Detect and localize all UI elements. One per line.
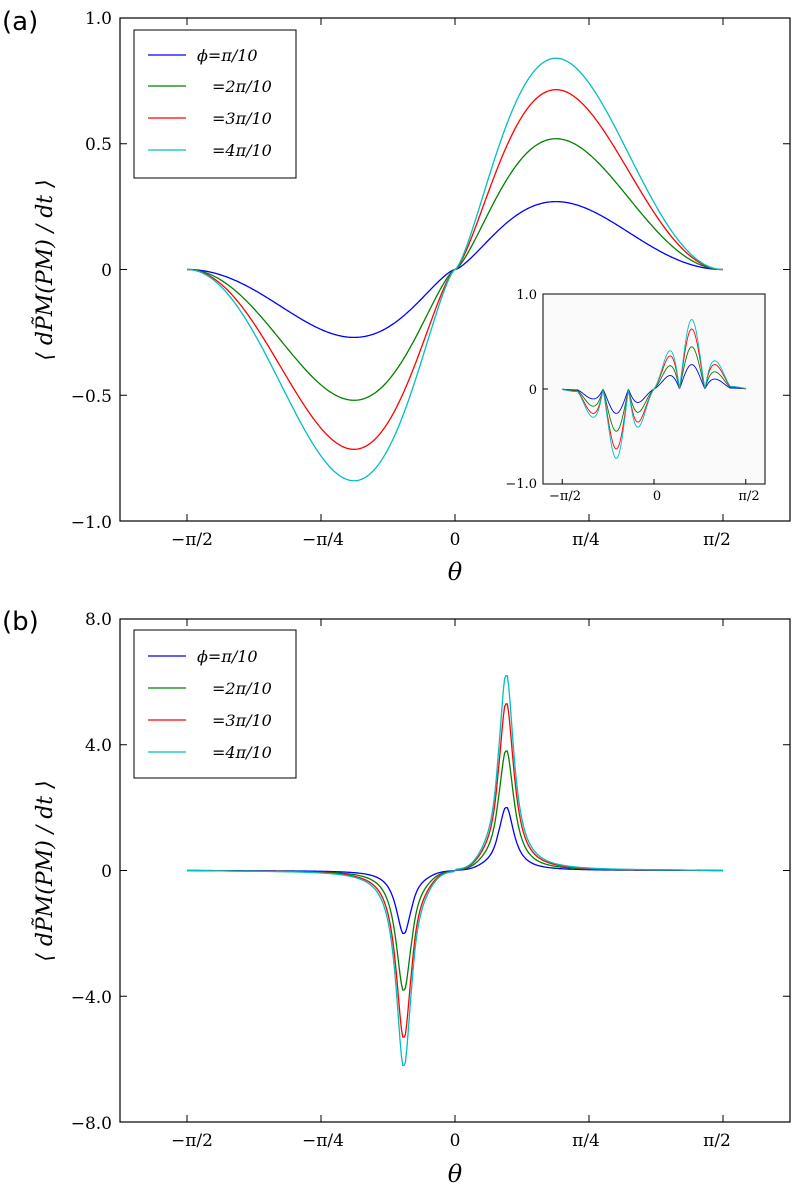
inset-y-tick-label: 0: [529, 383, 537, 398]
legend-entry-b: =2π/10: [212, 679, 272, 698]
legend-b: ϕ=π/10 =2π/10 =3π/10 =4π/10: [133, 629, 297, 779]
tick-marks-b: [120, 618, 790, 1123]
panel-a: (a) 1.0 0.5 0 −0.5 −1.0 −π/2 −π/4 0 π/4 …: [2, 7, 791, 586]
y-tick-label-b: 4.0: [85, 736, 112, 756]
y-tick-label-a: 0.5: [85, 135, 112, 155]
y-tick-label-a: −1.0: [71, 513, 112, 533]
x-tick-label-a: −π/4: [302, 530, 344, 550]
legend-entry-a: =2π/10: [212, 77, 272, 96]
inset-series-lines: [561, 319, 747, 459]
x-tick-label-a: π/4: [572, 530, 600, 550]
y-axis-label-a: ⟨ dP̃M(PM) / dt ⟩: [32, 179, 58, 360]
y-tick-label-a: 1.0: [85, 9, 112, 29]
series-lines-a: [186, 57, 724, 482]
series-line: [186, 57, 724, 482]
x-tick-label-b: π/2: [703, 1131, 731, 1151]
y-tick-label-b: −4.0: [71, 988, 112, 1008]
series-lines-b: [186, 674, 724, 1067]
tick-marks-a: [120, 17, 790, 522]
inset-series-line: [561, 319, 747, 459]
legend-entry-a: =4π/10: [212, 141, 272, 160]
inset-x-tick-label: π/2: [738, 489, 759, 504]
y-axis-label-b: ⟨ dP̃M(PM) / dt ⟩: [32, 780, 58, 961]
legend-a: ϕ=π/10 =2π/10 =3π/10 =4π/10: [133, 29, 297, 179]
inset-y-tick-label: −1.0: [505, 477, 537, 492]
x-tick-label-b: −π/2: [171, 1131, 213, 1151]
series-line: [186, 674, 724, 1067]
x-tick-label-a: −π/2: [171, 530, 213, 550]
x-axis-label-a: θ: [448, 558, 463, 586]
y-tick-label-a: 0: [101, 261, 112, 281]
panel-b: (b) 8.0 4.0 0 −4.0 −8.0 −π/2 −π/4 0 π/4 …: [2, 607, 791, 1188]
legend-box-b: [133, 629, 297, 779]
inset-tick-marks: [543, 293, 747, 485]
x-tick-label-a: 0: [450, 530, 461, 550]
legend-entry-b: ϕ=π/10: [197, 647, 258, 666]
y-tick-label-b: 0: [101, 862, 112, 882]
y-tick-label-b: 8.0: [85, 610, 112, 630]
inset-a: 1.0 0 −1.0 −π/2 0 π/2: [505, 288, 766, 504]
legend-entry-b: =3π/10: [212, 711, 272, 730]
y-tick-label-a: −0.5: [71, 387, 112, 407]
x-tick-label-a: π/2: [703, 530, 731, 550]
x-axis-label-b: θ: [448, 1160, 463, 1188]
inset-y-tick-label: 1.0: [516, 288, 537, 303]
x-tick-label-b: 0: [450, 1131, 461, 1151]
panel-label-b: (b): [2, 607, 39, 637]
legend-entry-a: =3π/10: [212, 109, 272, 128]
x-tick-label-b: π/4: [572, 1131, 600, 1151]
panel-label-a: (a): [2, 7, 38, 37]
inset-x-tick-label: 0: [653, 489, 661, 504]
inset-x-tick-label: −π/2: [549, 489, 581, 504]
legend-entry-b: =4π/10: [212, 743, 272, 762]
x-tick-label-b: −π/4: [302, 1131, 344, 1151]
legend-entry-a: ϕ=π/10: [197, 46, 258, 65]
y-tick-label-b: −8.0: [71, 1114, 112, 1134]
